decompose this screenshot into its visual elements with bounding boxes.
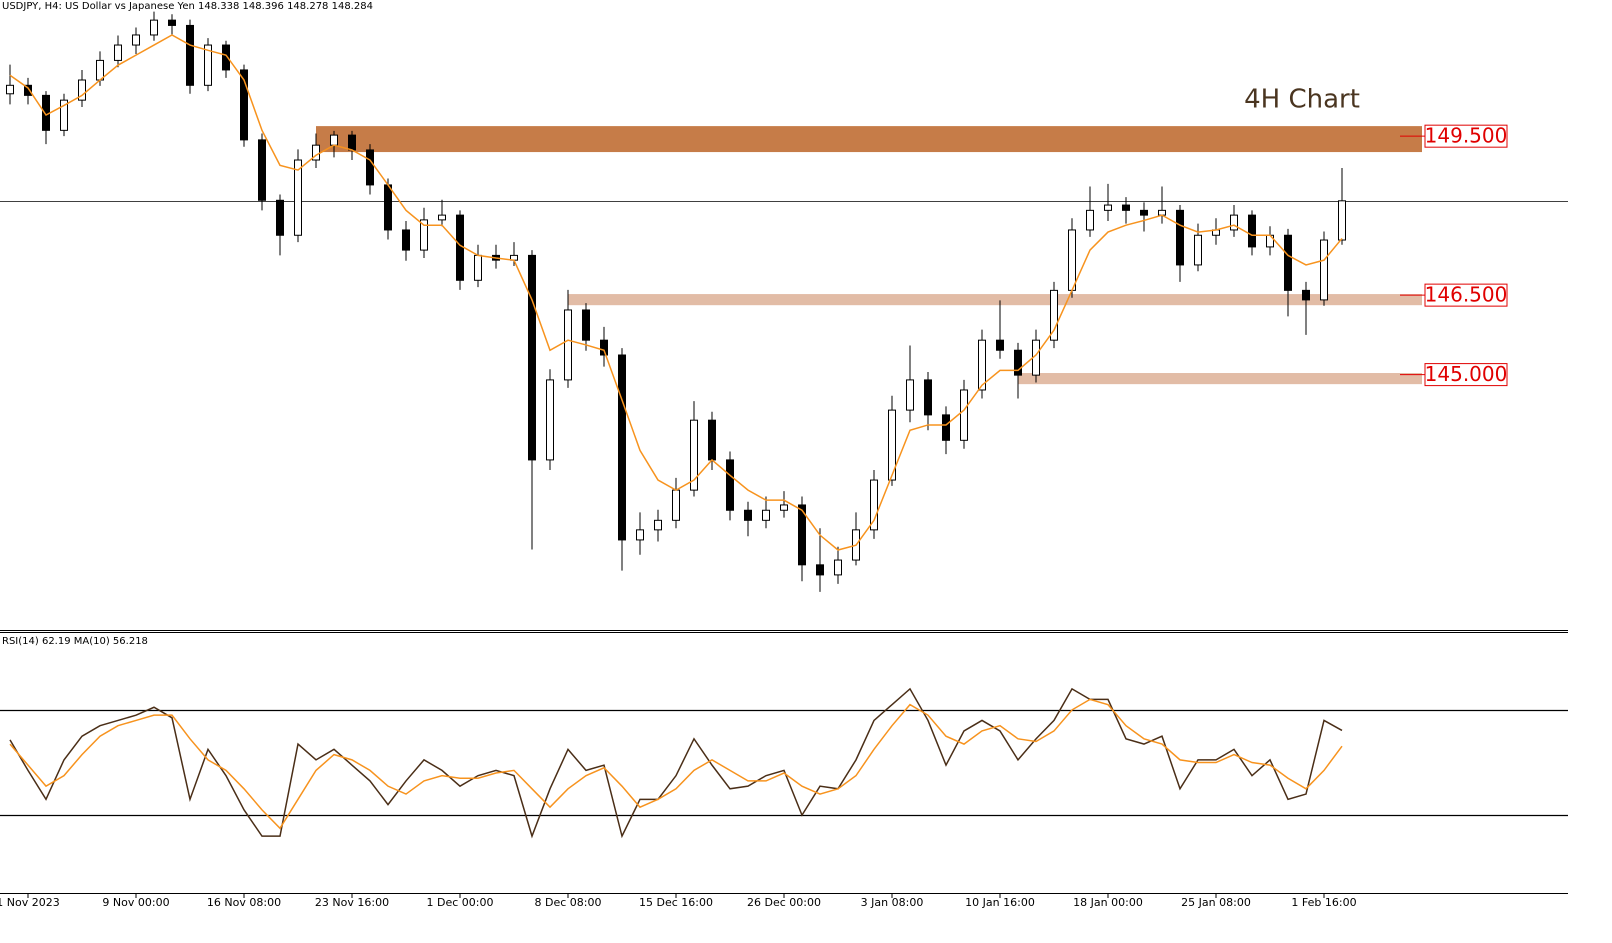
candle-body	[924, 379, 932, 416]
x-tick-label: 16 Nov 08:00	[207, 896, 281, 909]
candle-body	[960, 389, 968, 441]
candle-body	[168, 19, 176, 26]
candle-body	[114, 44, 122, 61]
candle-body	[276, 199, 284, 236]
candle-body	[132, 34, 140, 46]
candle-body	[1194, 234, 1202, 266]
candle-body	[762, 509, 770, 521]
candle-body	[438, 214, 446, 221]
x-tick-label: 1 Nov 2023	[0, 896, 60, 909]
candle-body	[528, 254, 536, 461]
candle-body	[978, 339, 986, 391]
x-tick-label: 26 Dec 00:00	[747, 896, 821, 909]
candle-body	[816, 564, 824, 576]
level-label: 146.500	[1425, 283, 1508, 307]
chart-title: USDJPY, H4: US Dollar vs Japanese Yen 14…	[2, 1, 373, 12]
candle-body	[258, 139, 266, 201]
x-tick-label: 9 Nov 00:00	[102, 896, 169, 909]
level-label: 149.500	[1425, 124, 1508, 148]
candle-body	[600, 339, 608, 356]
candle-body	[1284, 234, 1292, 291]
rsi-title: RSI(14) 62.19 MA(10) 56.218	[2, 636, 148, 647]
candle-body	[348, 134, 356, 151]
candle-body	[690, 419, 698, 491]
candle-body	[672, 489, 680, 521]
candle-body	[1230, 214, 1238, 231]
candle-body	[654, 519, 662, 531]
annotation: 4H Chart	[1244, 85, 1360, 115]
candle-body	[420, 219, 428, 251]
rsi-line	[9, 687, 1343, 839]
candle-body	[6, 84, 14, 95]
candle-body	[564, 309, 572, 381]
candle-body	[870, 479, 878, 531]
candle-body	[150, 19, 158, 36]
candle-body	[294, 159, 302, 236]
candle-body	[942, 414, 950, 441]
x-tick-label: 1 Dec 00:00	[427, 896, 494, 909]
level-label-box	[1424, 283, 1508, 307]
candle-body	[906, 379, 914, 411]
candle-body	[546, 379, 554, 461]
x-tick-label: 25 Jan 08:00	[1181, 896, 1251, 909]
candle-body	[1104, 204, 1112, 211]
candle-body	[1050, 289, 1058, 341]
candle-body	[366, 149, 374, 186]
candle-body	[582, 309, 590, 341]
candle-body	[456, 214, 464, 281]
candle-body	[726, 459, 734, 511]
candle-body	[1068, 229, 1076, 291]
candle-body	[1122, 204, 1130, 211]
candle-body	[798, 504, 806, 566]
level-zone	[316, 126, 1422, 153]
x-tick-label: 23 Nov 16:00	[315, 896, 389, 909]
x-tick-label: 18 Jan 00:00	[1073, 896, 1143, 909]
candle-body	[1086, 209, 1094, 231]
candle-body	[474, 254, 482, 281]
candle-body	[780, 504, 788, 511]
candle-body	[1320, 239, 1328, 301]
level-label: 145.000	[1425, 362, 1508, 386]
candle-body	[330, 134, 338, 146]
candle-body	[888, 409, 896, 481]
x-tick-label: 1 Feb 16:00	[1291, 896, 1356, 909]
candle-body	[78, 79, 86, 101]
candle-body	[1302, 289, 1310, 301]
candle-body	[618, 354, 626, 541]
candle-body	[636, 529, 644, 541]
candle-body	[996, 339, 1004, 351]
candle-body	[186, 24, 194, 86]
candle-body	[222, 44, 230, 71]
level-zone	[568, 294, 1422, 306]
candle-body	[744, 509, 752, 521]
level-label-box	[1424, 363, 1508, 387]
level-zone	[1018, 373, 1422, 385]
x-tick-label: 8 Dec 08:00	[535, 896, 602, 909]
candle-body	[708, 419, 716, 461]
level-label-box	[1424, 124, 1508, 148]
x-tick-label: 10 Jan 16:00	[965, 896, 1035, 909]
candle-body	[1176, 209, 1184, 266]
candle-body	[240, 69, 248, 141]
candle-body	[834, 559, 842, 576]
x-tick-label: 3 Jan 08:00	[861, 896, 924, 909]
rsi-line	[9, 698, 1343, 830]
candle-body	[204, 44, 212, 86]
x-tick-label: 15 Dec 16:00	[639, 896, 713, 909]
candle-body	[1140, 209, 1148, 216]
candle-body	[384, 184, 392, 231]
candle-body	[1248, 214, 1256, 248]
candle-body	[24, 84, 32, 96]
moving-average	[9, 34, 1343, 551]
candle-body	[1014, 349, 1022, 376]
candle-body	[1338, 200, 1346, 241]
candle-body	[60, 99, 68, 131]
candle-body	[402, 229, 410, 251]
